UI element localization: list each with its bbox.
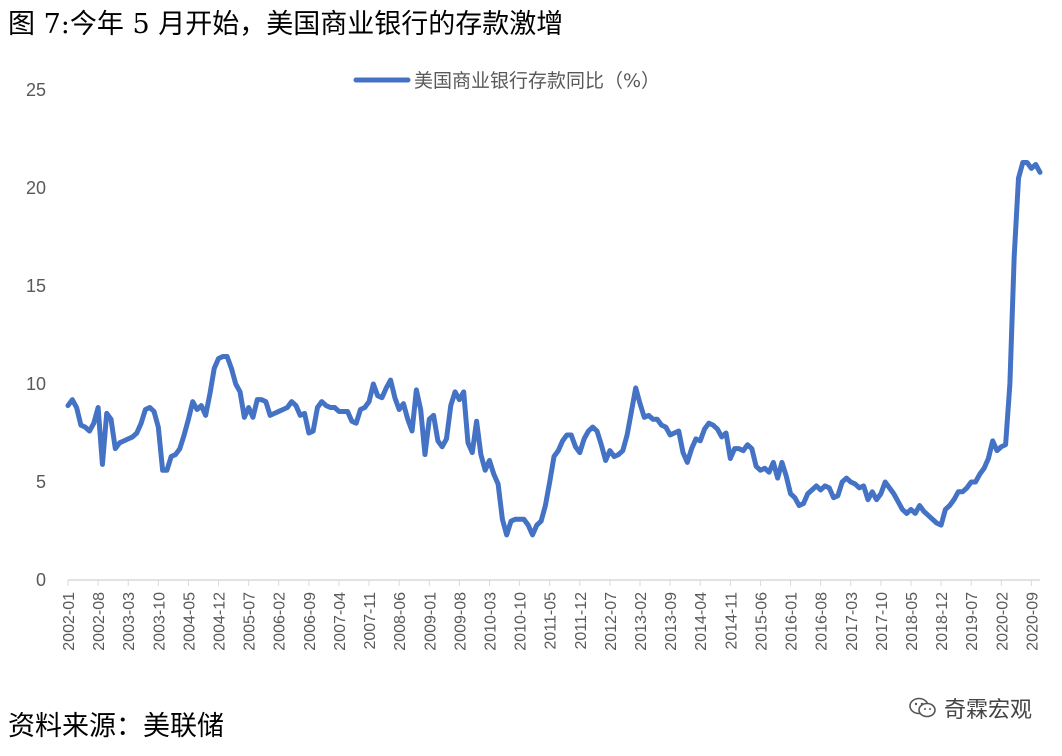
- series-line-deposits-yoy: [65, 160, 1043, 538]
- x-tick-label: 2009-01: [422, 592, 439, 651]
- x-tick-label: 2018-05: [904, 592, 921, 651]
- x-tick-label: 2011-12: [573, 592, 590, 650]
- x-tick-label: 2004-05: [181, 592, 198, 651]
- x-tick-label: 2018-12: [934, 592, 951, 651]
- x-tick-label: 2002-01: [61, 592, 78, 651]
- x-tick-label: 2017-10: [874, 592, 891, 651]
- x-tick-label: 2015-06: [753, 592, 770, 651]
- x-tick-label: 2004-12: [212, 592, 229, 651]
- source-note: 资料来源：美联储: [8, 711, 224, 742]
- wechat-icon: [909, 697, 936, 718]
- x-tick-label: 2006-09: [302, 592, 319, 651]
- x-tick-label: 2008-06: [392, 592, 409, 651]
- x-tick-label: 2003-10: [151, 592, 168, 651]
- x-tick-label: 2020-09: [1024, 592, 1041, 651]
- watermark: 奇霖宏观: [908, 692, 1032, 724]
- x-tick-label: 2003-03: [121, 592, 138, 651]
- x-tick-label: 2019-07: [964, 592, 981, 651]
- x-tick-label: 2014-04: [693, 592, 710, 651]
- x-tick-label: 2002-08: [91, 592, 108, 651]
- legend: 美国商业银行存款同比（%）: [353, 70, 660, 92]
- x-tick-label: 2016-08: [814, 592, 831, 651]
- x-tick-label: 2013-02: [633, 592, 650, 651]
- x-tick-label: 2012-07: [603, 592, 620, 651]
- chart-title: 图 7:今年 5 月开始，美国商业银行的存款激增: [8, 9, 564, 40]
- x-tick-label: 2014-11: [723, 592, 740, 650]
- x-axis: 2002-01 2002-08 2003-03 2003-10 2004-05 2004-…: [61, 579, 1041, 651]
- x-tick-label: 2013-09: [663, 592, 680, 651]
- legend-label: 美国商业银行存款同比（%）: [414, 70, 660, 92]
- y-tick-label: 5: [36, 472, 46, 492]
- x-tick-label: 2006-02: [272, 592, 289, 651]
- x-tick-label: 2005-07: [242, 592, 259, 651]
- x-tick-label: 2010-10: [513, 592, 530, 651]
- x-tick-label: 2020-02: [994, 592, 1011, 651]
- x-tick-label: 2010-03: [482, 592, 499, 651]
- x-tick-label: 2017-03: [844, 592, 861, 651]
- y-tick-label: 0: [36, 570, 46, 590]
- x-tick-label: 2016-01: [784, 592, 801, 651]
- y-tick-label: 25: [26, 80, 46, 100]
- y-tick-label: 15: [26, 276, 46, 296]
- x-tick-label: 2007-11: [362, 592, 379, 650]
- x-tick-label: 2007-04: [332, 592, 349, 651]
- y-tick-label: 20: [26, 178, 46, 198]
- y-axis: 0 5 10 15 20 25: [26, 80, 46, 590]
- x-tick-label: 2009-08: [452, 592, 469, 651]
- y-tick-label: 10: [26, 374, 46, 394]
- watermark-text: 奇霖宏观: [943, 698, 1032, 723]
- plot-area: [65, 160, 1043, 538]
- x-tick-label: 2011-05: [543, 592, 560, 650]
